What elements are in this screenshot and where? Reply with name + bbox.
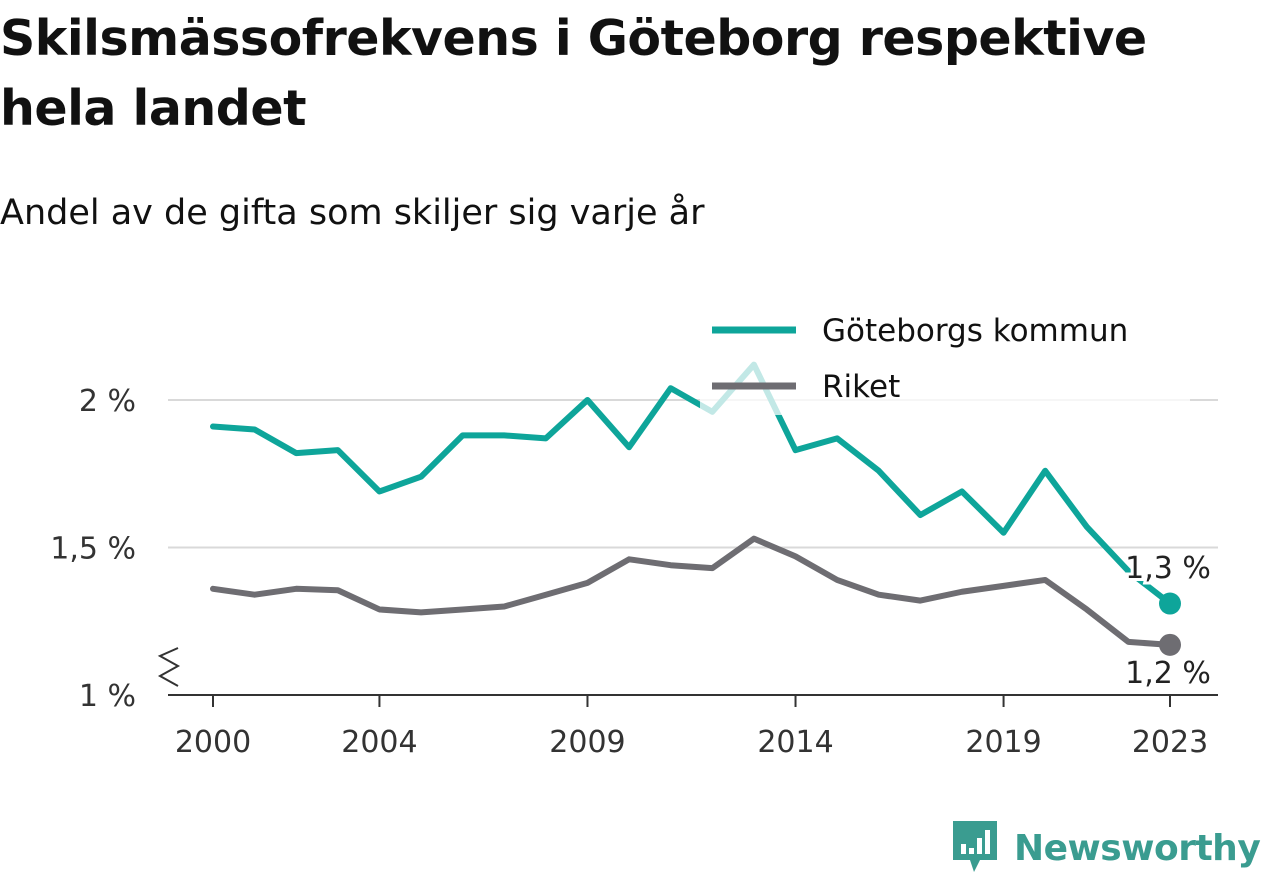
y-tick-label: 1 %	[79, 679, 136, 714]
legend[interactable]: Göteborgs kommun Riket	[700, 300, 1190, 415]
end-label-goteborg: 1,3 %	[1125, 551, 1211, 586]
brand-name: Newsworthy	[1014, 827, 1261, 869]
x-tick-label: 2000	[175, 725, 251, 760]
y-tick-label: 2 %	[79, 384, 136, 419]
newsworthy-logo: Newsworthy	[950, 818, 1261, 878]
series-end-point	[1159, 592, 1181, 615]
series-line-riket	[210, 535, 1173, 648]
gridlines	[168, 399, 1218, 549]
legend-label: Göteborgs kommun	[822, 313, 1128, 349]
series-lines	[210, 361, 1181, 656]
legend-label: Riket	[822, 369, 900, 405]
series-end-point	[1159, 633, 1181, 656]
x-tick-label: 2019	[965, 725, 1041, 760]
end-label-riket: 1,2 %	[1125, 656, 1211, 691]
y-tick-label: 1,5 %	[50, 532, 136, 567]
x-tick-label: 2004	[341, 725, 417, 760]
bar-chart-icon	[953, 821, 997, 872]
end-labels: 1,3 % 1,2 %	[1122, 548, 1214, 694]
x-tick-label: 2014	[757, 725, 833, 760]
series-line-g-teborgs-kommun	[210, 361, 1173, 607]
legend-background	[700, 300, 1190, 415]
chart-subtitle: Andel av de gifta som skiljer sig varje …	[0, 193, 705, 233]
x-axis: 2000 2004 2009 2014 2019 2023	[168, 694, 1218, 760]
y-axis: 1 % 1,5 % 2 %	[50, 384, 181, 714]
axis-break-icon	[157, 647, 181, 687]
x-tick-label: 2009	[549, 725, 625, 760]
x-tick-label: 2023	[1132, 725, 1208, 760]
chart-title: Skilsmässofrekvens i Göteborg respektive…	[0, 10, 1147, 137]
